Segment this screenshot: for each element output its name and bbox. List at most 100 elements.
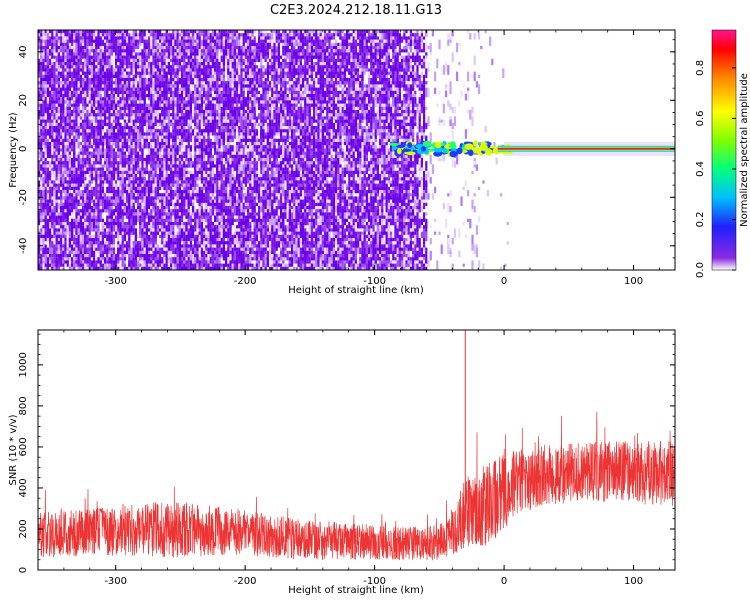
heatmap-cell — [203, 100, 206, 104]
heatmap-cell — [192, 196, 195, 203]
heatmap-cell — [203, 180, 206, 187]
heatmap-cell — [112, 151, 115, 162]
heatmap-cell — [77, 190, 80, 197]
heatmap-cell — [170, 225, 173, 232]
heatmap-cell — [84, 90, 87, 101]
heatmap-cell — [117, 177, 120, 181]
heatmap-cell — [183, 110, 186, 114]
heatmap-cell — [218, 142, 221, 152]
heatmap-cell — [178, 97, 181, 101]
heatmap-cell — [123, 138, 126, 142]
heatmap-cell — [214, 90, 217, 94]
heatmap-cell — [189, 62, 192, 72]
heatmap-cell — [55, 74, 58, 85]
heatmap-cell — [60, 234, 63, 238]
heatmap-cell — [139, 36, 142, 43]
heatmap-cell — [192, 129, 195, 136]
heatmap-cell — [62, 52, 65, 56]
heatmap-cell — [141, 49, 144, 59]
heatmap-cell — [73, 119, 76, 123]
heatmap-cell — [55, 202, 58, 206]
heatmap-cell — [57, 62, 60, 66]
heatmap-cell — [163, 132, 166, 139]
heatmap-cell — [123, 84, 126, 91]
heatmap-cell — [42, 202, 45, 213]
heatmap-cell — [170, 199, 173, 203]
heatmap-cell — [51, 209, 54, 213]
heatmap-cell — [119, 225, 122, 235]
heatmap-cell — [119, 81, 122, 85]
heatmap-cell — [79, 266, 82, 270]
heatmap-cell — [181, 177, 184, 181]
heatmap-cell — [214, 39, 217, 43]
heatmap-cell — [148, 180, 151, 184]
heatmap-cell — [161, 196, 164, 200]
heatmap-cell — [174, 218, 177, 226]
heatmap-cell — [205, 266, 208, 270]
heatmap-cell — [130, 218, 133, 226]
heatmap-cell — [176, 180, 179, 187]
heatmap-cell — [170, 266, 173, 270]
heatmap-cell — [64, 148, 67, 158]
heatmap-cell — [176, 247, 179, 251]
heatmap-cell — [207, 148, 210, 152]
heatmap-cell — [132, 78, 135, 82]
heatmap-cell — [93, 238, 96, 245]
heatmap-cell — [150, 132, 153, 139]
heatmap-cell — [104, 174, 107, 178]
heatmap-cell — [106, 222, 109, 229]
heatmap-cell — [183, 116, 186, 120]
heatmap-cell — [71, 65, 74, 69]
heatmap-cell — [196, 257, 199, 261]
heatmap-cell — [106, 68, 109, 72]
heatmap-cell — [154, 94, 157, 98]
heatmap-cell — [218, 209, 221, 213]
heatmap-cell — [211, 49, 214, 53]
heatmap-cell — [159, 113, 162, 123]
heatmap-cell — [104, 94, 107, 98]
heatmap-cell — [99, 142, 102, 146]
heatmap-cell — [86, 110, 89, 120]
heatmap-cell — [128, 122, 131, 126]
heatmap-cell — [46, 247, 49, 251]
heatmap-cell — [75, 244, 78, 251]
heatmap-cell — [90, 199, 93, 203]
heatmap-cell — [68, 148, 71, 155]
heatmap-cell — [189, 36, 192, 40]
heatmap-cell — [185, 180, 188, 190]
heatmap-cell — [141, 113, 144, 123]
heatmap-cell — [99, 87, 102, 91]
heatmap-cell — [163, 58, 166, 62]
heatmap-cell — [44, 228, 47, 235]
heatmap-cell — [167, 129, 170, 133]
heatmap-cell — [137, 158, 140, 168]
heatmap-cell — [90, 212, 93, 216]
heatmap-cell — [170, 244, 173, 254]
heatmap-cell — [156, 266, 159, 270]
heatmap-cell — [159, 270, 161, 280]
heatmap-cell — [200, 74, 203, 78]
heatmap-cell — [40, 250, 43, 254]
heatmap-cell — [207, 142, 210, 149]
heatmap-cell — [60, 36, 63, 40]
heatmap-cell — [130, 49, 133, 59]
heatmap-cell — [128, 126, 131, 130]
heatmap-cell — [205, 247, 208, 251]
heatmap-cell — [148, 209, 151, 213]
heatmap-cell — [95, 247, 98, 251]
heatmap-cell — [93, 228, 96, 232]
heatmap-cell — [57, 84, 60, 88]
heatmap-cell — [68, 97, 71, 104]
heatmap-cell — [172, 158, 175, 165]
heatmap-cell — [121, 132, 124, 142]
heatmap-cell — [172, 129, 175, 133]
heatmap-cell — [73, 129, 76, 133]
heatmap-cell — [189, 148, 192, 155]
heatmap-cell — [128, 266, 131, 270]
heatmap-cell — [62, 266, 65, 270]
heatmap-cell — [108, 49, 111, 53]
heatmap-cell — [172, 164, 175, 168]
heatmap-cell — [211, 129, 214, 133]
heatmap-cell — [203, 161, 206, 165]
heatmap-cell — [90, 119, 93, 123]
